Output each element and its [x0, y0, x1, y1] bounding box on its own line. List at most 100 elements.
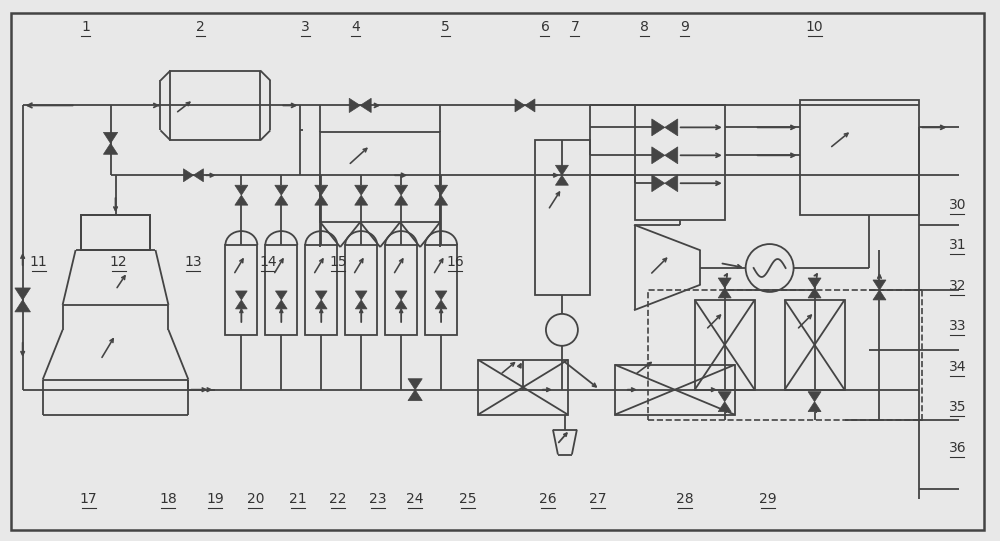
Text: 5: 5: [441, 20, 449, 34]
Bar: [81, 215, 150, 250]
Polygon shape: [873, 280, 886, 290]
Polygon shape: [315, 291, 327, 300]
Bar: [615, 365, 735, 414]
Text: 23: 23: [369, 492, 387, 506]
Text: 16: 16: [446, 254, 464, 268]
Polygon shape: [349, 98, 360, 113]
Text: 20: 20: [247, 492, 264, 506]
Text: 29: 29: [759, 492, 776, 506]
Text: 11: 11: [30, 254, 48, 268]
Bar: [478, 360, 568, 414]
Text: 6: 6: [540, 20, 549, 34]
Text: 21: 21: [289, 492, 307, 506]
Text: 17: 17: [80, 492, 97, 506]
Polygon shape: [652, 147, 665, 164]
Text: 8: 8: [640, 20, 649, 34]
Text: 28: 28: [676, 492, 694, 506]
Polygon shape: [515, 99, 525, 112]
Polygon shape: [395, 195, 408, 205]
Bar: [648, 290, 922, 420]
Bar: [320, 133, 440, 222]
Bar: [265, 245, 297, 335]
Text: 30: 30: [949, 198, 966, 212]
Polygon shape: [355, 185, 368, 195]
Polygon shape: [395, 300, 407, 309]
Polygon shape: [652, 175, 665, 192]
Polygon shape: [873, 290, 886, 300]
Text: 14: 14: [260, 254, 277, 268]
Polygon shape: [315, 300, 327, 309]
Polygon shape: [236, 300, 247, 309]
Polygon shape: [235, 185, 248, 195]
Polygon shape: [103, 133, 118, 143]
Text: 26: 26: [539, 492, 557, 506]
Polygon shape: [718, 392, 731, 401]
Polygon shape: [652, 119, 665, 136]
Polygon shape: [718, 278, 731, 288]
Text: 7: 7: [571, 20, 579, 34]
Bar: [425, 245, 457, 335]
Text: 12: 12: [110, 254, 127, 268]
Bar: [385, 245, 417, 335]
Polygon shape: [408, 390, 422, 401]
Polygon shape: [360, 98, 371, 113]
Text: 19: 19: [207, 492, 224, 506]
Polygon shape: [15, 288, 30, 300]
Polygon shape: [315, 195, 328, 205]
Text: 10: 10: [806, 20, 823, 34]
Polygon shape: [355, 291, 367, 300]
Polygon shape: [275, 195, 288, 205]
Polygon shape: [665, 119, 678, 136]
Polygon shape: [193, 169, 203, 182]
Polygon shape: [435, 300, 447, 309]
Text: 1: 1: [81, 20, 90, 34]
Text: 18: 18: [160, 492, 177, 506]
Polygon shape: [808, 401, 821, 412]
Bar: [345, 245, 377, 335]
Text: 15: 15: [329, 254, 347, 268]
Bar: [81, 215, 150, 250]
Polygon shape: [525, 99, 535, 112]
Text: 2: 2: [196, 20, 205, 34]
Text: 33: 33: [949, 319, 966, 333]
Bar: [800, 101, 919, 215]
Polygon shape: [235, 195, 248, 205]
Polygon shape: [275, 291, 287, 300]
Polygon shape: [236, 291, 247, 300]
Polygon shape: [435, 185, 448, 195]
Polygon shape: [808, 392, 821, 401]
Polygon shape: [103, 143, 118, 154]
Polygon shape: [808, 288, 821, 298]
Bar: [695, 300, 755, 390]
Polygon shape: [435, 195, 448, 205]
Polygon shape: [355, 300, 367, 309]
Polygon shape: [665, 175, 678, 192]
Polygon shape: [665, 147, 678, 164]
Text: 27: 27: [589, 492, 607, 506]
Text: 34: 34: [949, 360, 966, 374]
Polygon shape: [555, 175, 568, 185]
Bar: [785, 300, 845, 390]
Polygon shape: [315, 185, 328, 195]
Bar: [535, 140, 590, 295]
Polygon shape: [183, 169, 193, 182]
Polygon shape: [355, 195, 368, 205]
Bar: [635, 105, 725, 220]
Polygon shape: [718, 401, 731, 412]
Text: 35: 35: [949, 400, 966, 414]
Polygon shape: [408, 379, 422, 390]
Text: 3: 3: [301, 20, 310, 34]
Bar: [305, 245, 337, 335]
Polygon shape: [275, 185, 288, 195]
Text: 32: 32: [949, 279, 966, 293]
Text: 9: 9: [680, 20, 689, 34]
Bar: [225, 245, 257, 335]
Polygon shape: [395, 185, 408, 195]
Text: 36: 36: [949, 441, 966, 454]
Polygon shape: [435, 291, 447, 300]
Text: 4: 4: [351, 20, 360, 34]
Text: 22: 22: [329, 492, 347, 506]
Polygon shape: [275, 300, 287, 309]
Text: 24: 24: [406, 492, 424, 506]
Text: 13: 13: [185, 254, 202, 268]
